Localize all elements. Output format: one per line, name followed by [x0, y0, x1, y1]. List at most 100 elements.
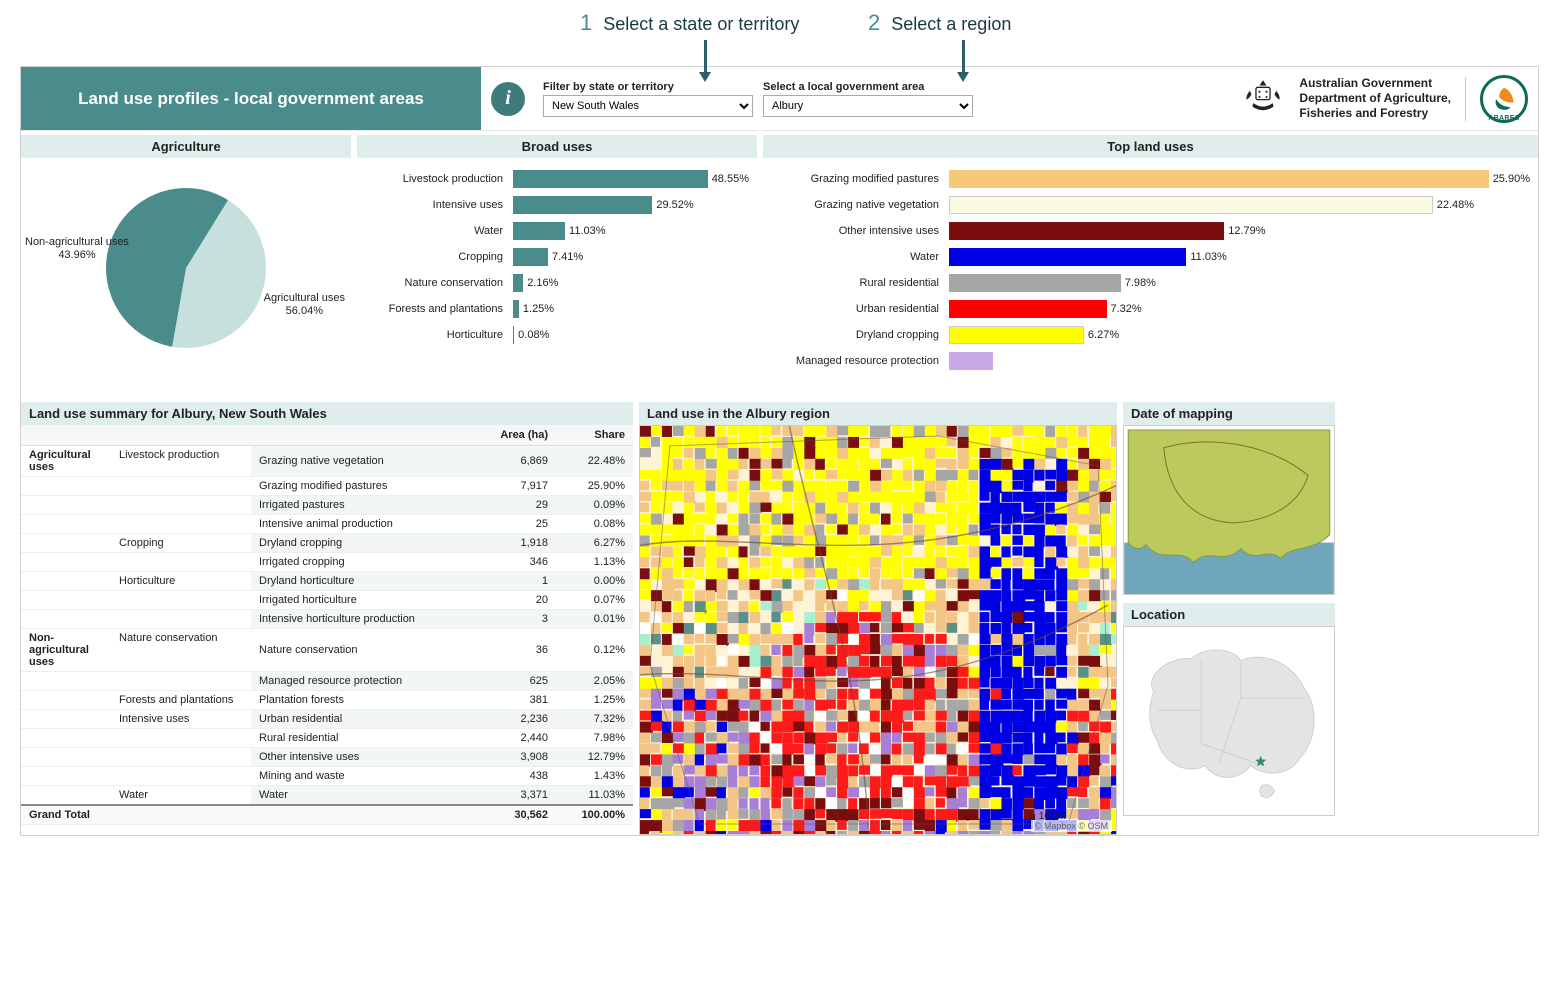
summary-header: Land use summary for Albury, New South W…: [21, 402, 633, 425]
bar-value: 11.03%: [569, 225, 606, 237]
table-row[interactable]: CroppingDryland cropping1,9186.27%: [21, 534, 633, 553]
bar-value: 6.27%: [1088, 329, 1119, 341]
bar-label: Forests and plantations: [357, 303, 507, 315]
location-map[interactable]: [1123, 626, 1335, 816]
bar-row[interactable]: Livestock production48.55%: [357, 166, 749, 192]
bar-fill: [513, 170, 708, 188]
bar-row[interactable]: Forests and plantations 1.25%: [357, 296, 749, 322]
table-row[interactable]: Irrigated cropping3461.13%: [21, 553, 633, 572]
bar-fill: [513, 300, 519, 318]
table-row[interactable]: AgriculturalusesLivestock productionGraz…: [21, 446, 633, 477]
bar-row[interactable]: Grazing native vegetation22.48%: [763, 192, 1530, 218]
lga-filter-label: Select a local government area: [763, 81, 973, 93]
bar-label: Grazing native vegetation: [763, 199, 943, 211]
annotation-1-arrow: [704, 40, 707, 74]
bar-fill: [949, 170, 1489, 188]
bar-label: Other intensive uses: [763, 225, 943, 237]
bar-row[interactable]: Dryland cropping6.27%: [763, 322, 1530, 348]
map-header: Land use in the Albury region: [639, 402, 1117, 425]
broad-uses-chart[interactable]: Livestock production48.55%Intensive uses…: [357, 158, 757, 378]
table-header-row: Area (ha) Share: [21, 425, 633, 446]
dashboard-header: Land use profiles - local government are…: [21, 67, 1538, 131]
landuse-map[interactable]: 10 km © Mapbox © OSM: [639, 425, 1117, 835]
table-row[interactable]: Intensive animal production250.08%: [21, 515, 633, 534]
bar-value: 12.79%: [1228, 225, 1265, 237]
table-row[interactable]: Intensive horticulture production30.01%: [21, 610, 633, 629]
annotation-2-text: Select a region: [891, 14, 1011, 34]
bar-row[interactable]: Cropping7.41%: [357, 244, 749, 270]
bar-label: Grazing modified pastures: [763, 173, 943, 185]
bar-value: 11.03%: [1190, 251, 1227, 263]
bar-fill: [949, 326, 1084, 344]
table-row[interactable]: Intensive usesUrban residential2,2367.32…: [21, 710, 633, 729]
agriculture-pie-chart[interactable]: Non-agricultural uses 43.96% Agricultura…: [21, 158, 351, 378]
bar-label: Intensive uses: [357, 199, 507, 211]
agriculture-header: Agriculture: [21, 135, 351, 158]
info-button[interactable]: i: [481, 67, 535, 130]
top-uses-header: Top land uses: [763, 135, 1538, 158]
pie-graphic: [106, 188, 266, 348]
table-row[interactable]: Irrigated pastures290.09%: [21, 496, 633, 515]
table-row[interactable]: Irrigated horticulture200.07%: [21, 591, 633, 610]
bar-value: 1.25%: [523, 303, 554, 315]
filter-bar: Filter by state or territory New South W…: [535, 67, 981, 130]
abares-logo-icon: ABARES: [1480, 75, 1528, 123]
annotation-1-text: Select a state or territory: [603, 14, 799, 34]
dashboard-frame: Land use profiles - local government are…: [20, 66, 1539, 836]
col-area: Area (ha): [474, 425, 556, 446]
table-row[interactable]: HorticultureDryland horticulture10.00%: [21, 572, 633, 591]
bar-value: 7.41%: [552, 251, 583, 263]
location-header: Location: [1123, 603, 1335, 626]
table-row[interactable]: Non-agriculturalusesNature conservationN…: [21, 629, 633, 672]
branding-block: Australian Government Department of Agri…: [981, 67, 1538, 130]
bar-row[interactable]: Nature conservation2.16%: [357, 270, 749, 296]
bar-fill: [513, 222, 565, 240]
bar-row[interactable]: Intensive uses29.52%: [357, 192, 749, 218]
bar-row[interactable]: Water11.03%: [357, 218, 749, 244]
coat-of-arms-icon: [1241, 75, 1285, 122]
bar-fill: [513, 274, 523, 292]
bar-fill: [949, 222, 1224, 240]
bar-row[interactable]: Managed resource protection: [763, 348, 1530, 374]
bar-label: Livestock production: [357, 173, 507, 185]
pie-label-ag: Agricultural uses 56.04%: [264, 292, 345, 318]
bar-value: 7.98%: [1125, 277, 1156, 289]
annotation-1-number: 1: [580, 10, 592, 35]
date-of-mapping-map[interactable]: [1123, 425, 1335, 595]
table-row[interactable]: WaterWater3,37111.03%: [21, 786, 633, 806]
bar-fill: [949, 274, 1121, 292]
bar-row[interactable]: Water11.03%: [763, 244, 1530, 270]
map-attribution: © Mapbox © OSM: [1031, 820, 1112, 832]
table-row[interactable]: Grazing modified pastures7,91725.90%: [21, 477, 633, 496]
annotation-2-arrow: [962, 40, 965, 74]
lga-filter-select[interactable]: Albury: [763, 95, 973, 117]
summary-table[interactable]: Area (ha) Share AgriculturalusesLivestoc…: [21, 425, 633, 825]
table-row[interactable]: Other intensive uses3,90812.79%: [21, 748, 633, 767]
bar-row[interactable]: Horticulture0.08%: [357, 322, 749, 348]
instruction-annotations: 1 Select a state or territory 2 Select a…: [20, 10, 1539, 66]
date-map-header: Date of mapping: [1123, 402, 1335, 425]
bar-fill: [513, 326, 514, 344]
bar-fill: [513, 248, 548, 266]
bar-label: Rural residential: [763, 277, 943, 289]
state-filter-select[interactable]: New South Wales: [543, 95, 753, 117]
table-row[interactable]: Rural residential2,4407.98%: [21, 729, 633, 748]
top-uses-chart[interactable]: Grazing modified pastures25.90%Grazing n…: [763, 158, 1538, 378]
agriculture-column: Agriculture Non-agricultural uses 43.96%…: [21, 135, 351, 378]
table-row[interactable]: Mining and waste4381.43%: [21, 767, 633, 786]
bar-fill: [949, 352, 993, 370]
bottom-row: Land use summary for Albury, New South W…: [21, 402, 1538, 835]
bar-row[interactable]: Urban residential7.32%: [763, 296, 1530, 322]
bar-row[interactable]: Grazing modified pastures25.90%: [763, 166, 1530, 192]
annotation-2-number: 2: [868, 10, 880, 35]
broad-uses-column: Broad uses Livestock production48.55%Int…: [357, 135, 757, 378]
map-column: Land use in the Albury region 10 km © Ma…: [639, 402, 1117, 835]
pie-label-nonag: Non-agricultural uses 43.96%: [25, 236, 129, 262]
bar-value: 0.08%: [518, 329, 549, 341]
charts-row: Agriculture Non-agricultural uses 43.96%…: [21, 135, 1538, 378]
bar-row[interactable]: Other intensive uses 12.79%: [763, 218, 1530, 244]
bar-fill: [949, 248, 1186, 266]
bar-row[interactable]: Rural residential 7.98%: [763, 270, 1530, 296]
table-row[interactable]: Forests and plantationsPlantation forest…: [21, 691, 633, 710]
table-row[interactable]: Managed resource protection6252.05%: [21, 672, 633, 691]
